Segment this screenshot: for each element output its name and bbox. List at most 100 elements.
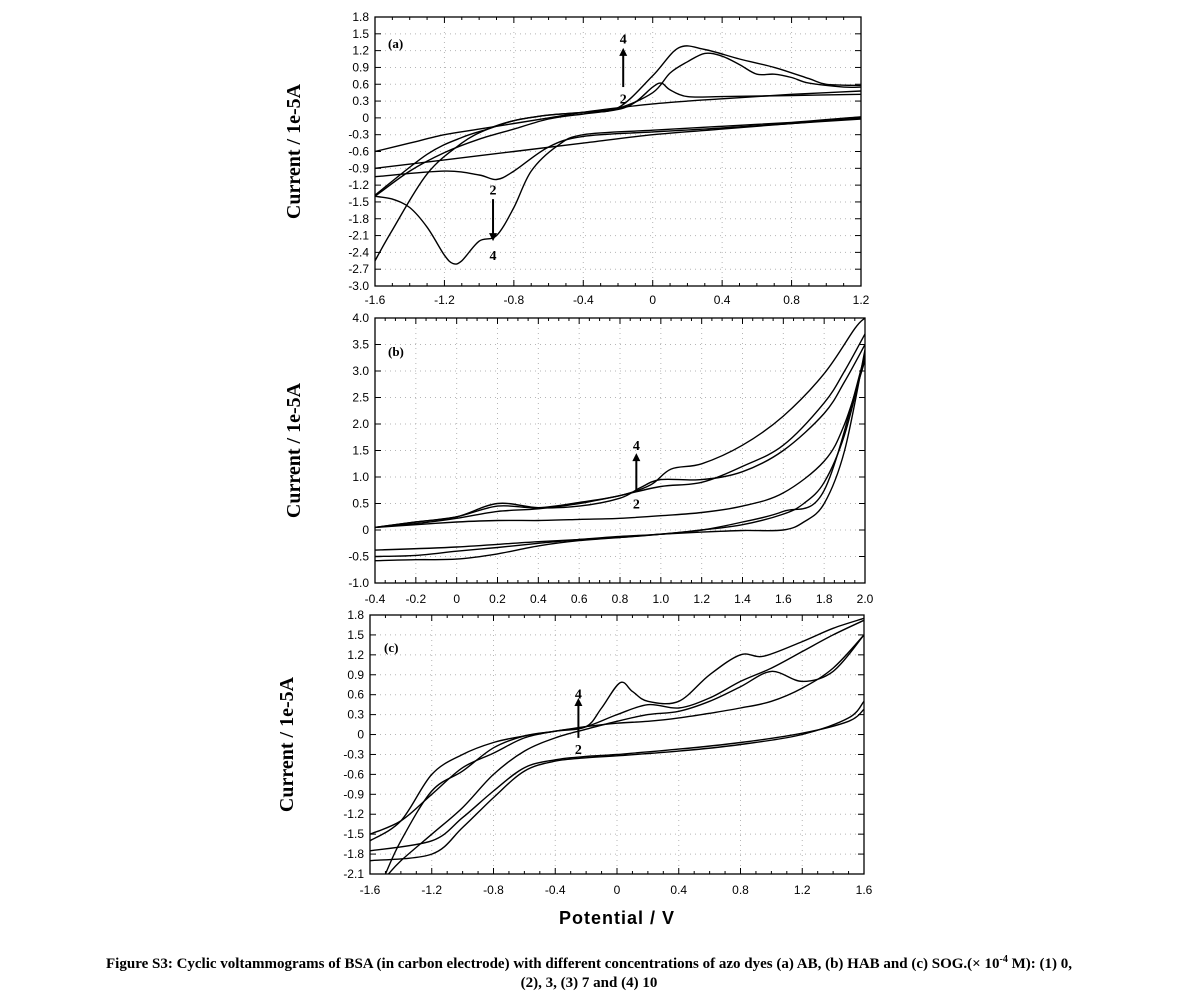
- y-tick-label: -2.1: [343, 867, 364, 881]
- x-tick-label: 0.4: [670, 883, 687, 897]
- y-tick-label: 0: [357, 728, 364, 742]
- y-tick-label: -0.5: [348, 550, 369, 564]
- x-tick-label: 0: [453, 592, 460, 606]
- voltammogram-curve-2: [370, 700, 864, 862]
- y-tick-label: 0: [362, 523, 369, 537]
- y-tick-label: 4.0: [352, 311, 369, 325]
- voltammogram-curve-6: [375, 116, 861, 265]
- y-tick-label: 1.8: [347, 608, 364, 622]
- x-tick-label: 0.8: [732, 883, 749, 897]
- x-tick-label: 0.8: [783, 293, 800, 307]
- caption-line-2: (2), 3, (3) 7 and (4) 10: [520, 975, 658, 991]
- y-tick-label: -1.5: [343, 827, 364, 841]
- y-tick-label: 1.0: [352, 470, 369, 484]
- y-tick-label: -2.4: [348, 245, 369, 259]
- curve-annotation: 4: [633, 439, 640, 454]
- x-tick-label: 1.0: [652, 592, 669, 606]
- panel-label: (a): [388, 36, 403, 51]
- x-tick-label: 1.2: [794, 883, 811, 897]
- y-tick-label: 0.3: [352, 94, 369, 108]
- voltammogram-curve-6: [375, 349, 865, 562]
- x-tick-label: 0.8: [612, 592, 629, 606]
- x-tick-label: -0.4: [365, 592, 386, 606]
- y-tick-label: -3.0: [348, 279, 369, 293]
- figure-canvas: -1.6 -1.2 -0.8 -0.4 0 0.4 0.8 1.2 1.8 1.5 1.2 0.9 0.…: [276, 10, 874, 928]
- y-tick-label: 0.9: [352, 60, 369, 74]
- y-tick-label: 0.6: [352, 77, 369, 91]
- y-tick-label: -0.9: [348, 161, 369, 175]
- caption-text-end: M): (1) 0,: [1007, 956, 1072, 972]
- y-tick-label: -1.8: [343, 847, 364, 861]
- panel-b: -0.4 -0.2 0 0.2 0.4 0.6 0.8 1.0 1.2 1.4 1.6 1.8 2.0 4…: [283, 311, 874, 606]
- x-tick-label: -0.2: [405, 592, 426, 606]
- voltammogram-curve-5: [375, 45, 861, 196]
- y-tick-label: -0.3: [348, 128, 369, 142]
- y-tick-label: 0.5: [352, 497, 369, 511]
- x-tick-label: -0.8: [483, 883, 504, 897]
- curve-annotation: 2: [490, 184, 497, 199]
- voltammogram-curve-3: [370, 708, 864, 852]
- voltammogram-curve-5: [370, 619, 864, 835]
- curve-annotation: 4: [620, 32, 627, 47]
- y-tick-label: 1.2: [347, 648, 364, 662]
- y-tick-label: 3.0: [352, 364, 369, 378]
- concentration-arrow-head: [619, 47, 628, 56]
- curve-annotation: 2: [620, 92, 627, 107]
- y-tick-label: -0.3: [343, 747, 364, 761]
- y-tick-label: 1.8: [352, 10, 369, 24]
- x-tick-label: 0.2: [489, 592, 506, 606]
- x-tick-label: 1.6: [775, 592, 792, 606]
- figure-caption: Figure S3: Cyclic voltammograms of BSA (…: [10, 955, 1168, 993]
- y-tick-label: -2.7: [348, 262, 369, 276]
- y-tick-label: 1.5: [352, 27, 369, 41]
- concentration-arrow-head: [574, 698, 583, 707]
- y-tick-label: -1.2: [348, 178, 369, 192]
- voltammogram-curve-4: [384, 617, 864, 874]
- y-tick-label: -0.6: [348, 145, 369, 159]
- x-axis-label: Potential / V: [559, 908, 675, 928]
- x-tick-label: -1.6: [360, 883, 381, 897]
- voltammogram-curve-5: [375, 354, 865, 558]
- x-tick-label: -0.8: [504, 293, 525, 307]
- y-tick-label: 2.5: [352, 391, 369, 405]
- panel-c: -1.6 -1.2 -0.8 -0.4 0 0.4 0.8 1.2 1.6 1.8 1.5 1.2 0.…: [276, 608, 873, 928]
- x-tick-label: 1.4: [734, 592, 751, 606]
- voltammogram-curve-2: [375, 344, 865, 529]
- voltammogram-curve-1: [370, 634, 864, 842]
- x-tick-label: -1.6: [365, 293, 386, 307]
- x-tick-label: 1.6: [856, 883, 873, 897]
- x-tick-label: 2.0: [857, 592, 874, 606]
- x-tick-label: 1.8: [816, 592, 833, 606]
- caption-text: Figure S3: Cyclic voltammograms of BSA (…: [106, 956, 1000, 972]
- voltammogram-curve-6: [387, 634, 864, 874]
- voltammogram-curve-1: [375, 360, 865, 529]
- x-tick-label: -1.2: [434, 293, 455, 307]
- voltammogram-curve-3: [375, 318, 865, 529]
- curve-annotation: 4: [575, 687, 582, 702]
- x-tick-label: 1.2: [693, 592, 710, 606]
- x-tick-label: -1.2: [421, 883, 442, 897]
- concentration-arrow-head: [489, 233, 498, 242]
- y-axis-label: Current / 1e-5A: [276, 676, 298, 812]
- y-tick-label: -0.6: [343, 767, 364, 781]
- y-tick-label: -2.1: [348, 229, 369, 243]
- x-tick-label: 0.4: [714, 293, 731, 307]
- y-tick-label: 0: [362, 111, 369, 125]
- x-tick-label: -0.4: [545, 883, 566, 897]
- y-tick-label: -1.2: [343, 807, 364, 821]
- voltammogram-curve-7: [375, 354, 865, 551]
- x-tick-label: 0.6: [571, 592, 588, 606]
- y-tick-label: 0.9: [347, 668, 364, 682]
- x-tick-label: -0.4: [573, 293, 594, 307]
- curve-annotation: 4: [490, 249, 497, 264]
- y-tick-label: 2.0: [352, 417, 369, 431]
- x-tick-label: 1.2: [853, 293, 870, 307]
- curve-annotation: 2: [575, 743, 582, 758]
- y-axis-label: Current / 1e-5A: [283, 83, 305, 219]
- y-tick-label: 0.3: [347, 708, 364, 722]
- panel-label: (b): [388, 344, 404, 359]
- voltammogram-curve-7: [375, 52, 861, 262]
- voltammogram-curve-3: [375, 82, 861, 197]
- y-tick-label: 0.6: [347, 688, 364, 702]
- y-tick-label: -1.5: [348, 195, 369, 209]
